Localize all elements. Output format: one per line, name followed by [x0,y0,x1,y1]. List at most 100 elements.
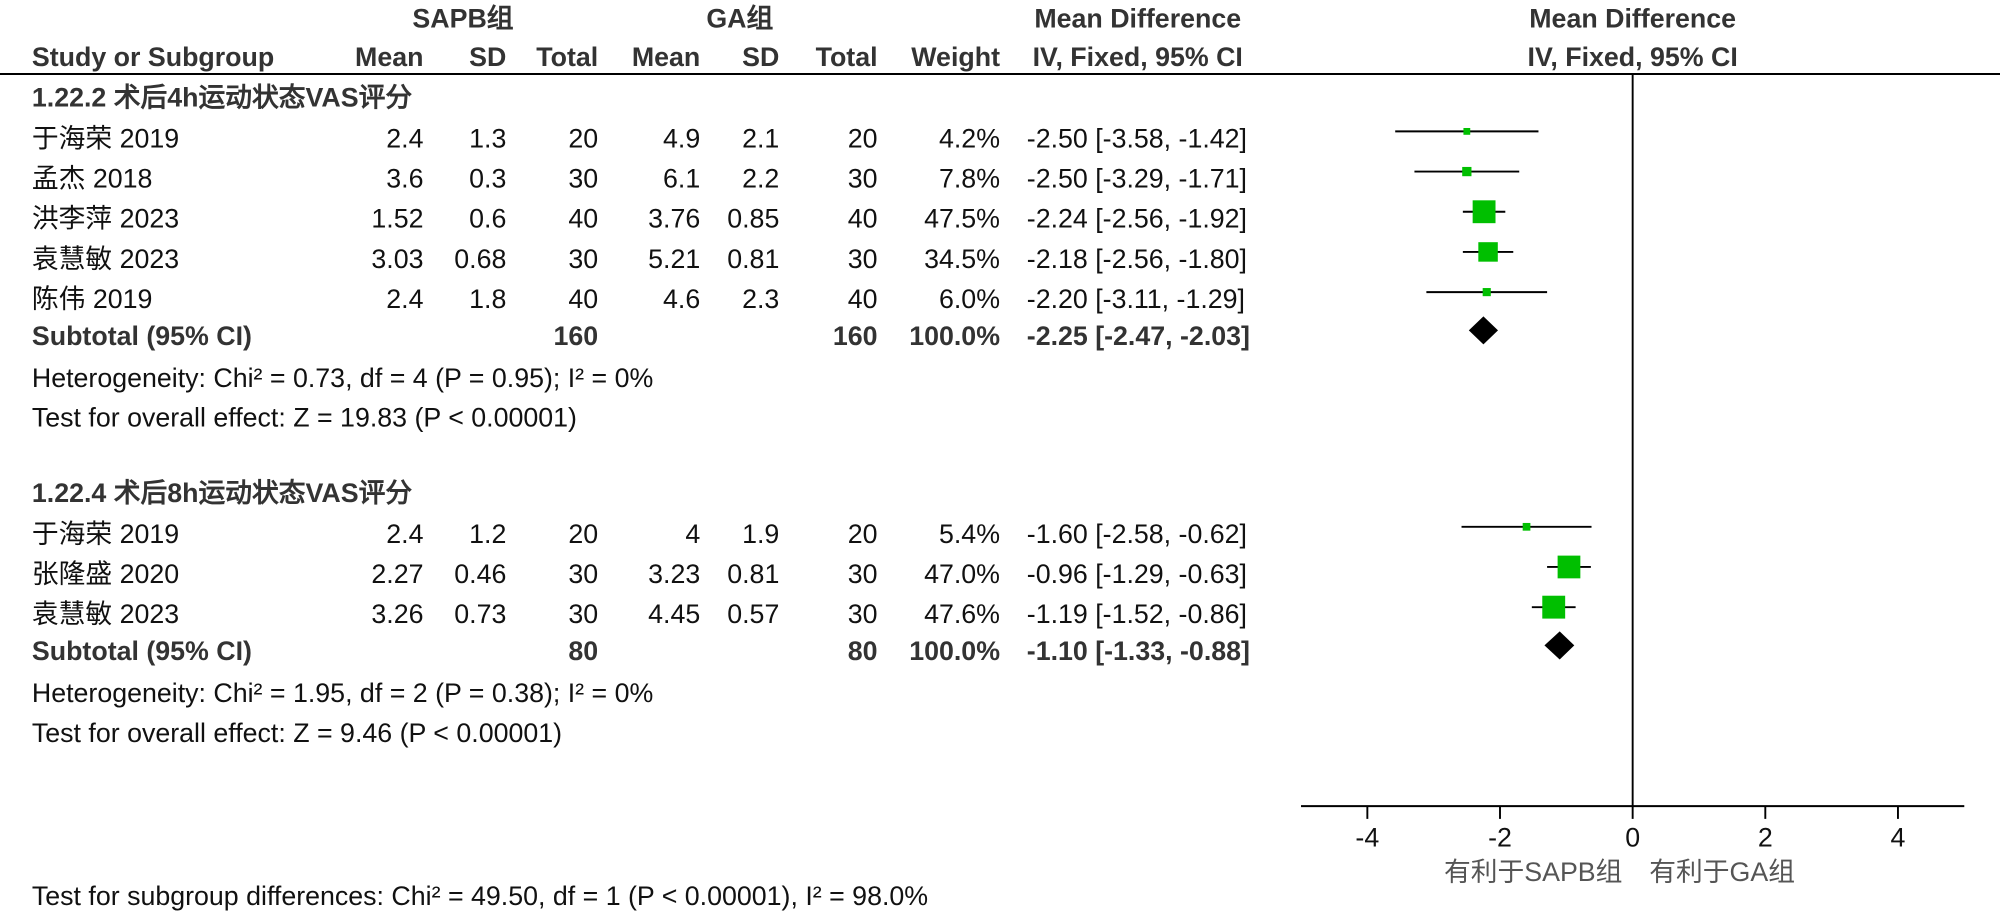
x-tick-label: 4 [1891,822,1906,852]
favours-right: 有利于GA组 [1649,857,1795,887]
study-name: 袁慧敏 2023 [32,599,179,629]
sapb-cell: 1.2 [469,519,506,549]
sapb-cell: 30 [568,599,598,629]
sapb-cell: 30 [568,244,598,274]
subtotal-total: 160 [833,321,878,351]
sapb-cell: 30 [568,164,598,194]
ci-label: -2.24 [-2.56, -1.92] [1027,204,1247,234]
column-header: Weight [911,42,1000,72]
sapb-cell: 0.68 [454,244,506,274]
subgroup-differences: Test for subgroup differences: Chi² = 49… [32,881,928,911]
sapb-cell: 0.6 [469,204,506,234]
column-header: Total [536,42,598,72]
ga-cell: 0.85 [727,204,779,234]
ga-cell: 20 [848,519,878,549]
column-header: Total [816,42,878,72]
effect-square [1482,288,1491,297]
study-name: 于海荣 2019 [32,123,179,153]
ci-label: -1.60 [-2.58, -0.62] [1027,519,1247,549]
subtotal-weight: 100.0% [909,636,1000,666]
ga-cell: 3.23 [648,559,700,589]
subgroup-title: 1.22.2 术后4h运动状态VAS评分 [32,83,412,113]
ga-cell: 3.76 [648,204,700,234]
x-tick-label: 2 [1758,822,1773,852]
weight: 47.5% [924,204,1000,234]
sapb-cell: 20 [568,519,598,549]
ga-cell: 5.21 [648,244,700,274]
ci-label: -2.20 [-3.11, -1.29] [1027,284,1245,314]
ga-cell: 2.3 [742,284,779,314]
ga-cell: 1.9 [742,519,779,549]
ga-cell: 20 [848,123,878,153]
column-header: Mean [632,42,700,72]
ga-cell: 2.2 [742,164,779,194]
subgroup-title: 1.22.4 术后8h运动状态VAS评分 [32,478,412,508]
sapb-cell: 2.4 [386,284,423,314]
subtotal-weight: 100.0% [909,321,1000,351]
column-header: Study or Subgroup [32,42,274,72]
sapb-cell: 1.52 [371,204,423,234]
effect-square [1478,242,1498,262]
favours-left: 有利于SAPB组 [1444,857,1622,887]
weight: 6.0% [939,284,1000,314]
study-name: 袁慧敏 2023 [32,244,179,274]
column-header: SD [469,42,506,72]
sapb-cell: 0.3 [469,164,506,194]
subtotal-total: 80 [568,636,598,666]
sapb-cell: 3.03 [371,244,423,274]
ga-cell: 40 [848,284,878,314]
table-title: Mean Difference [1034,4,1241,34]
ga-cell: 30 [848,164,878,194]
ga-cell: 30 [848,559,878,589]
sapb-cell: 30 [568,559,598,589]
ga-cell: 30 [848,599,878,629]
sapb-cell: 2.4 [386,519,423,549]
ga-cell: 6.1 [663,164,700,194]
study-name: 陈伟 2019 [32,284,153,314]
ga-cell: 4 [685,519,700,549]
weight: 34.5% [924,244,1000,274]
heterogeneity: Heterogeneity: Chi² = 0.73, df = 4 (P = … [32,363,653,393]
heterogeneity: Heterogeneity: Chi² = 1.95, df = 2 (P = … [32,678,653,708]
overall-effect: Test for overall effect: Z = 19.83 (P < … [32,403,577,433]
plot-method: IV, Fixed, 95% CI [1528,42,1738,72]
weight: 4.2% [939,123,1000,153]
ci-label: -2.18 [-2.56, -1.80] [1027,244,1247,274]
ci-label: -2.50 [-3.29, -1.71] [1027,164,1247,194]
weight: 47.6% [924,599,1000,629]
ga-cell: 30 [848,244,878,274]
sapb-cell: 40 [568,284,598,314]
sapb-cell: 3.6 [386,164,423,194]
overall-effect: Test for overall effect: Z = 9.46 (P < 0… [32,718,562,748]
x-tick-label: 0 [1625,822,1640,852]
weight: 5.4% [939,519,1000,549]
subtotal-total: 160 [554,321,599,351]
sapb-cell: 40 [568,204,598,234]
study-name: 洪李萍 2023 [32,204,179,234]
effect-square [1472,200,1496,224]
ga-cell: 4.45 [648,599,700,629]
ci-label: -2.50 [-3.58, -1.42] [1027,123,1247,153]
study-name: 孟杰 2018 [32,164,153,194]
effect-square [1522,522,1531,531]
ga-cell: 0.57 [727,599,779,629]
subtotal-label: Subtotal (95% CI) [32,636,252,666]
sapb-cell: 0.46 [454,559,506,589]
sapb-cell: 3.26 [371,599,423,629]
effect-square [1542,595,1566,619]
sapb-cell: 1.3 [469,123,506,153]
ga-cell: 0.81 [727,244,779,274]
study-name: 张隆盛 2020 [32,559,179,589]
subtotal-ci: -1.10 [-1.33, -0.88] [1027,636,1250,666]
effect-square [1462,166,1472,177]
ga-cell: 4.6 [663,284,700,314]
plot-title: Mean Difference [1529,4,1736,34]
sapb-cell: 0.73 [454,599,506,629]
study-name: 于海荣 2019 [32,519,179,549]
group-1-header: SAPB组 [412,3,513,34]
ga-cell: 0.81 [727,559,779,589]
ga-cell: 4.9 [663,123,700,153]
subtotal-total: 80 [848,636,878,666]
group-2-header: GA组 [706,3,773,34]
